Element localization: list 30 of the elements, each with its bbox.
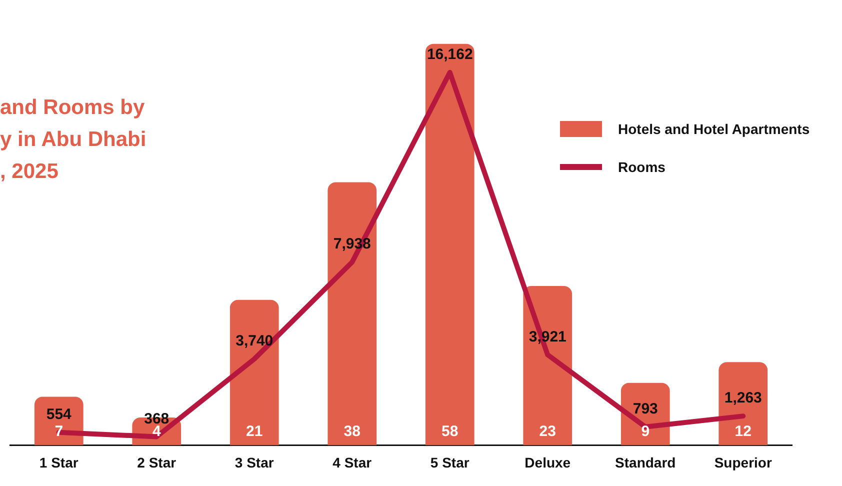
data-label: 7 [54, 422, 64, 440]
x-tick-label: Superior [714, 454, 772, 470]
legend-label: Rooms [618, 159, 666, 175]
bar [425, 44, 474, 446]
data-label: 38 [344, 422, 360, 440]
data-label: 16,162 [426, 46, 473, 64]
legend-label: Hotels and Hotel Apartments [618, 121, 810, 137]
data-label: 1,263 [724, 390, 762, 407]
data-label: 4 [152, 422, 162, 440]
x-tick-label: 3 Star [234, 454, 274, 470]
data-label: 3,921 [528, 328, 566, 346]
x-tick-label: Standard [615, 454, 676, 470]
data-label: 12 [734, 422, 752, 440]
data-label: 3,740 [236, 332, 274, 350]
text: and Rooms by y in Abu Dhabi , 2025 [0, 95, 146, 185]
data-label: 793 [632, 400, 658, 418]
x-tick-label: Deluxe [524, 454, 571, 470]
bar [328, 182, 377, 446]
data-label: 23 [539, 422, 556, 440]
x-tick-label: 5 Star [430, 454, 470, 470]
bar [230, 300, 279, 446]
x-tick-label: 4 Star [332, 454, 372, 470]
data-label: 554 [46, 406, 72, 424]
data-label: 58 [442, 422, 458, 440]
x-tick-label: 1 Star [39, 454, 79, 470]
data-label: 7,938 [333, 236, 371, 253]
data-label: 21 [246, 422, 263, 440]
data-label: 9 [641, 422, 650, 440]
x-tick-label: 2 Star [137, 454, 177, 470]
bar [523, 286, 572, 446]
